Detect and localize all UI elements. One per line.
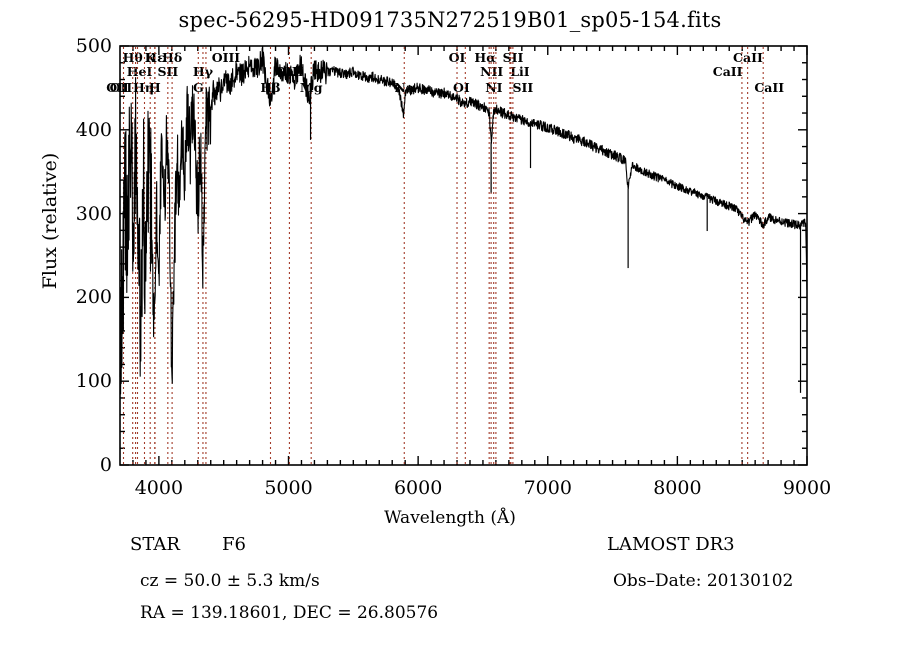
x-tick-label: 7000 <box>523 477 572 499</box>
y-tick-label: 200 <box>75 286 112 309</box>
x-tick-label: 4000 <box>134 477 184 499</box>
x-axis-label: Wavelength (Å) <box>384 508 516 528</box>
spectral-line-label: Hα <box>474 50 496 65</box>
object-class: STAR <box>130 534 180 555</box>
survey-label: LAMOST DR3 <box>607 534 735 555</box>
object-subclass: F6 <box>222 534 246 555</box>
observation-date: Obs–Date: 20130102 <box>613 571 794 591</box>
y-tick-label: 300 <box>75 202 112 225</box>
spectral-line-label: OII <box>109 80 133 95</box>
spectral-line-label: NII <box>480 64 504 79</box>
y-tick-label: 400 <box>75 118 112 141</box>
x-tick-label: 9000 <box>782 477 832 499</box>
y-tick-label: 500 <box>75 35 112 57</box>
spectral-line-label: CaII <box>712 64 743 79</box>
y-tick-label: 100 <box>75 370 112 393</box>
x-tick-label: 5000 <box>264 477 313 499</box>
spectral-line-label: OIII <box>211 50 241 65</box>
spectral-line-label: SII <box>512 80 534 95</box>
spectral-line-label: LiI <box>510 64 530 79</box>
y-tick-label: 0 <box>99 454 112 476</box>
spectral-line-label: SII <box>157 64 179 79</box>
x-tick-label: 8000 <box>653 477 702 499</box>
sky-coordinates: RA = 139.18601, DEC = 26.80576 <box>140 603 439 623</box>
page-title: spec-56295-HD091735N272519B01_sp05-154.f… <box>178 8 722 32</box>
spectral-line-label: Hη <box>133 80 154 95</box>
x-tick-label: 6000 <box>393 477 443 499</box>
redshift-velocity: cz = 50.0 ± 5.3 km/s <box>140 571 320 591</box>
spectral-line-label: CaII <box>754 80 785 95</box>
